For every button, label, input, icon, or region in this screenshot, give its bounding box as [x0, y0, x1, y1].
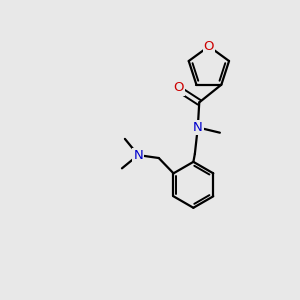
Text: O: O: [174, 81, 184, 94]
Text: N: N: [133, 148, 143, 162]
Text: O: O: [204, 40, 214, 53]
Text: N: N: [193, 121, 203, 134]
